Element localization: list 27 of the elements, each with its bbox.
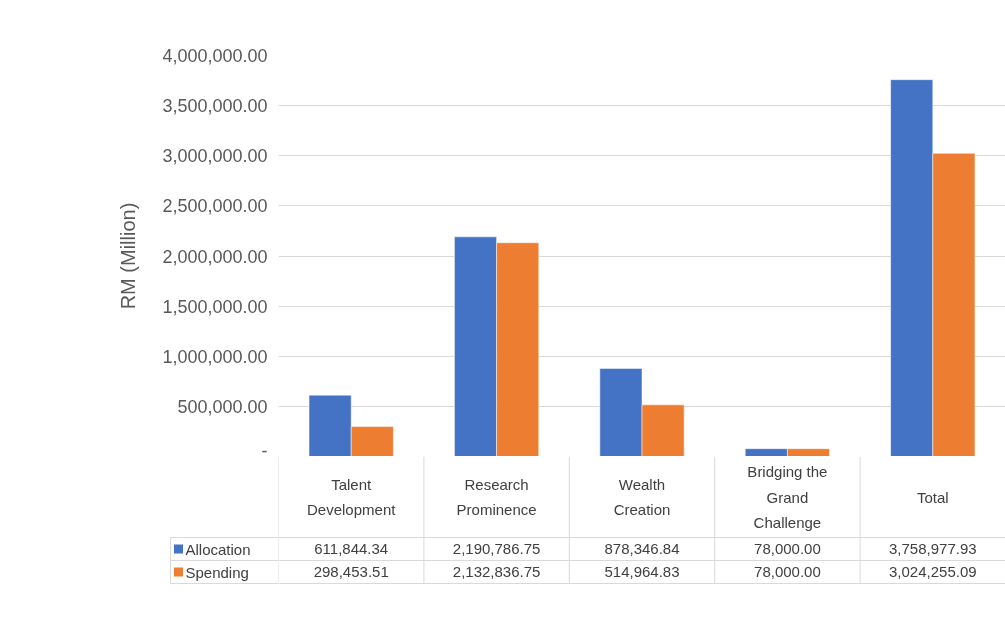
y-axis-title: RM (Million) [117,202,140,310]
data-label: 2,132,836.75 [452,563,541,580]
y-tick-label: 1,500,000.00 [162,296,268,317]
y-tick-label: 1,000,000.00 [162,346,268,367]
y-tick-label: - [261,440,268,461]
y-tick-label: 3,000,000.00 [162,146,268,167]
legend-label: Allocation [185,540,251,558]
legend-label: Spending [185,563,249,581]
data-label: 3,024,255.09 [889,563,977,580]
x-tick-label: Bridging the Grand Challenge [747,463,828,531]
y-tick-label: 3,500,000.00 [162,96,268,117]
y-tick-label: 4,000,000.00 [162,46,268,66]
x-tick-label: Total [916,488,949,506]
data-label: 2,190,786.75 [452,540,541,557]
x-tick-label: Talent Development [307,475,397,519]
data-label: 878,346.84 [604,540,680,557]
data-label: 298,453.51 [313,563,389,580]
data-label: 3,758,977.93 [889,540,977,557]
data-label: 514,964.83 [604,563,680,580]
y-tick-label: 2,500,000.00 [162,196,268,217]
data-label: 78,000.00 [754,540,821,557]
data-label: 611,844.34 [314,540,389,557]
y-tick-label: 2,000,000.00 [162,246,268,267]
data-label: 78,000.00 [754,563,821,580]
y-tick-label: 500,000.00 [177,396,268,417]
x-tick-label: Wealth Creation [613,475,671,519]
x-tick-label: Research Prominence [456,475,537,519]
